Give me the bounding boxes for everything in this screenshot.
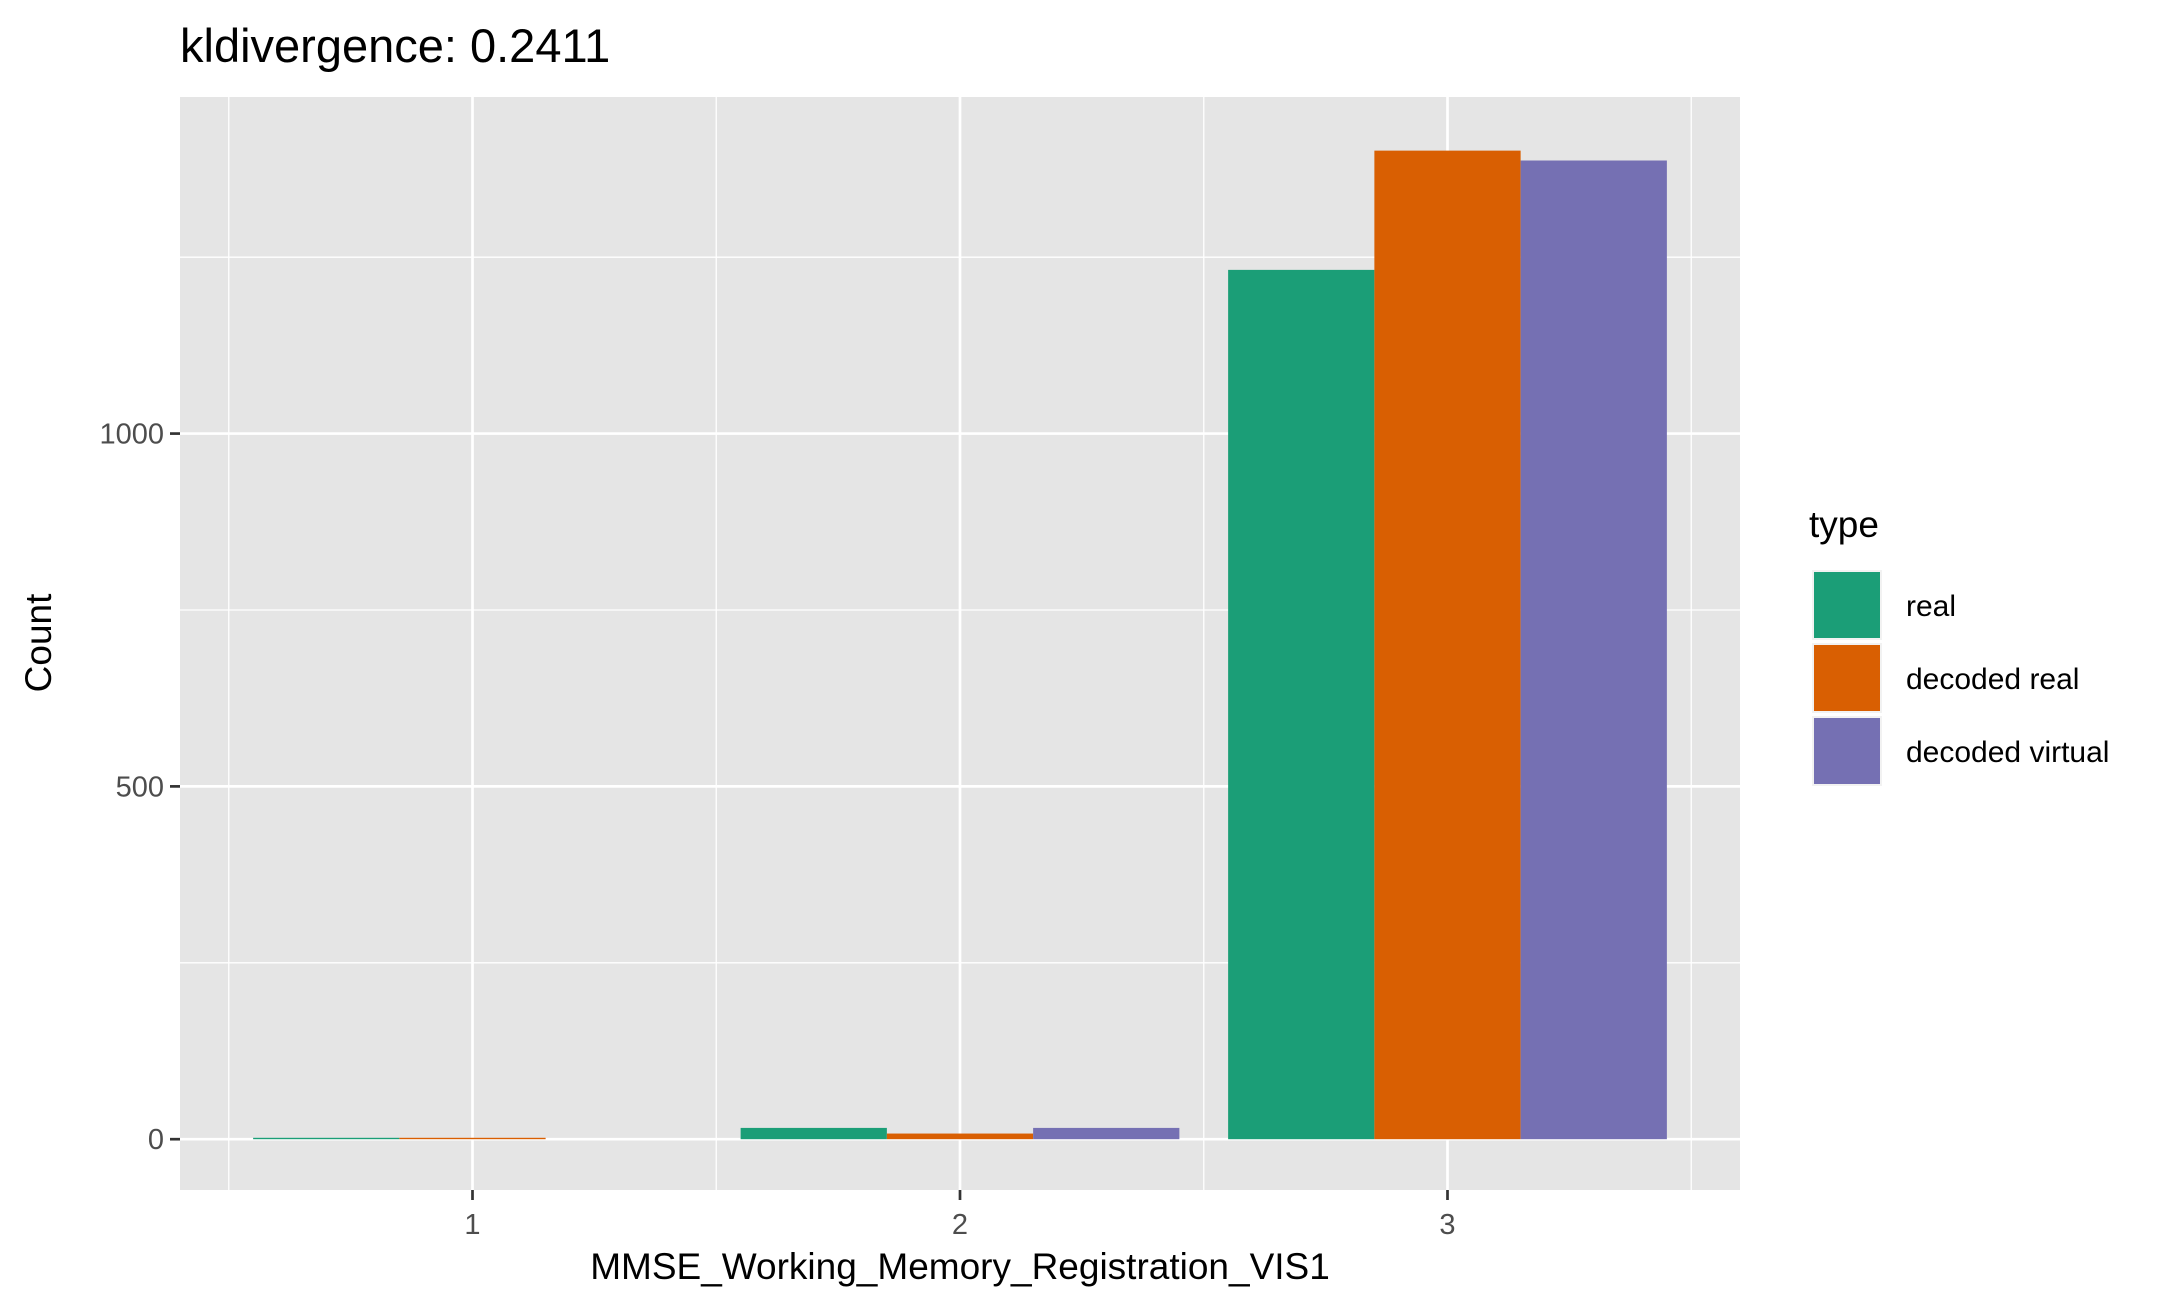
legend-key-decoded-virtual: [1814, 718, 1880, 784]
chart-title: kldivergence: 0.2411: [180, 19, 610, 72]
x-tick-label: 2: [952, 1209, 968, 1241]
y-axis-title: Count: [18, 593, 59, 692]
bar-real-cat-2: [740, 1127, 887, 1140]
legend-label-real: real: [1906, 590, 1956, 623]
bar-decoded-virtual-cat-3: [1520, 160, 1667, 1140]
bar-decoded-virtual-cat-2: [1033, 1127, 1180, 1140]
bars: [253, 150, 1667, 1140]
bar-decoded-real-cat-2: [886, 1133, 1034, 1140]
x-tick-label: 3: [1439, 1209, 1455, 1241]
legend: type real decoded real decoded virtual: [1809, 504, 2109, 786]
bar-real-cat-3: [1228, 269, 1375, 1140]
legend-key-decoded-real: [1814, 645, 1880, 711]
x-axis: 1 2 3: [464, 1190, 1456, 1241]
x-tick-label: 1: [464, 1209, 480, 1241]
legend-title: type: [1809, 504, 1879, 545]
x-axis-title: MMSE_Working_Memory_Registration_VIS1: [590, 1246, 1330, 1287]
legend-label-decoded-real: decoded real: [1906, 663, 2079, 696]
y-tick-label: 0: [148, 1124, 164, 1156]
y-axis: 0 500 1000: [99, 419, 180, 1156]
bar-real-cat-1: [253, 1137, 400, 1140]
legend-label-decoded-virtual: decoded virtual: [1906, 736, 2109, 769]
bar-decoded-real-cat-1: [399, 1137, 546, 1140]
y-tick-label: 1000: [99, 419, 164, 451]
y-tick-label: 500: [116, 771, 164, 803]
bar-decoded-real-cat-3: [1374, 150, 1521, 1140]
legend-key-real: [1814, 572, 1880, 638]
